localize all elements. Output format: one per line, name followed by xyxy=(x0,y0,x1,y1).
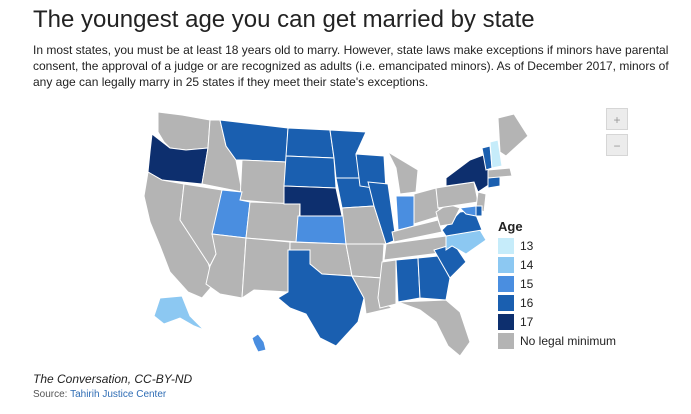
legend-swatch xyxy=(498,333,514,349)
state-FL[interactable] xyxy=(397,299,471,357)
legend-title: Age xyxy=(498,219,523,234)
legend-item: 13 xyxy=(498,237,616,255)
legend-label: 15 xyxy=(520,277,534,291)
state-TX[interactable] xyxy=(277,249,365,347)
state-CO[interactable] xyxy=(245,201,301,243)
state-SD[interactable] xyxy=(283,155,337,189)
legend-label: 17 xyxy=(520,315,534,329)
state-NM[interactable] xyxy=(241,237,291,299)
legend-label: 16 xyxy=(520,296,534,310)
legend-swatch xyxy=(498,257,514,273)
state-AR[interactable] xyxy=(345,243,385,279)
legend-swatch xyxy=(498,238,514,254)
legend-label: No legal minimum xyxy=(520,334,617,348)
legend-item: 14 xyxy=(498,256,616,274)
state-DE[interactable] xyxy=(475,205,483,217)
source-link[interactable]: Tahirih Justice Center xyxy=(70,389,167,400)
state-HI[interactable] xyxy=(251,333,267,353)
us-state-map xyxy=(143,112,529,357)
source-label: Source: xyxy=(33,389,68,400)
zoom-in-button[interactable]: + xyxy=(606,108,628,130)
credit-line: The Conversation, CC-BY-ND xyxy=(33,372,193,386)
page-subtitle: In most states, you must be at least 18 … xyxy=(33,43,669,89)
state-GA[interactable] xyxy=(417,255,451,301)
state-AK[interactable] xyxy=(153,295,205,331)
state-IN[interactable] xyxy=(395,195,415,231)
state-ND[interactable] xyxy=(285,127,335,159)
legend-label: 13 xyxy=(520,239,534,253)
state-NY[interactable] xyxy=(445,153,491,193)
legend-item: 16 xyxy=(498,294,616,312)
legend-item: 15 xyxy=(498,275,616,293)
state-PA[interactable] xyxy=(435,181,479,209)
state-KS[interactable] xyxy=(295,215,347,245)
legend-swatch xyxy=(498,314,514,330)
state-MA[interactable] xyxy=(487,167,513,179)
state-ME[interactable] xyxy=(497,113,529,157)
legend-item: No legal minimum xyxy=(498,332,616,350)
legend: Age 13 14 15 16 17 No legal minimum xyxy=(498,218,616,350)
legend-label: 14 xyxy=(520,258,534,272)
legend-item: 17 xyxy=(498,313,616,331)
legend-swatch xyxy=(498,295,514,311)
state-AL[interactable] xyxy=(395,257,421,303)
state-NH[interactable] xyxy=(489,139,503,169)
state-WY[interactable] xyxy=(239,159,287,205)
state-MS[interactable] xyxy=(377,259,397,309)
zoom-out-button[interactable]: − xyxy=(606,134,628,156)
state-MI[interactable] xyxy=(386,150,419,195)
source-line: Source: Tahirih Justice Center xyxy=(33,389,166,400)
state-IL[interactable] xyxy=(367,181,397,245)
legend-swatch xyxy=(498,276,514,292)
page-title: The youngest age you can get married by … xyxy=(33,6,535,33)
